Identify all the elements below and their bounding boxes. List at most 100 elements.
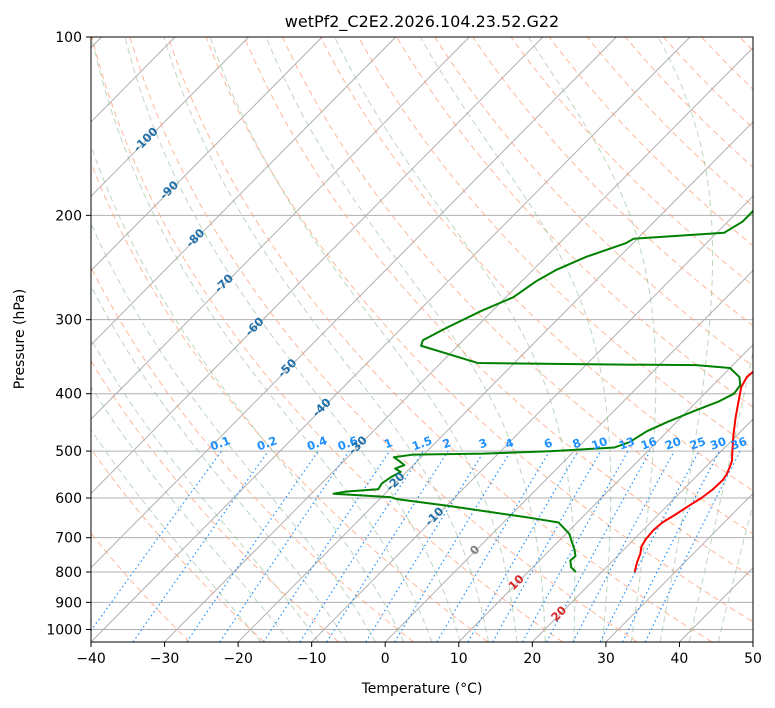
dry-adiabat-label: 10 (506, 572, 527, 593)
dry-adiabat-line (91, 447, 265, 642)
y-tick-label: 200 (55, 208, 82, 224)
dry-adiabat-line (624, 37, 753, 168)
isotherm-line (164, 46, 753, 642)
chart-title: wetPf2_C2E2.2026.104.23.52.G22 (285, 12, 559, 32)
dry-adiabat-line (167, 37, 713, 642)
mixing-ratio-label: 0.6 (336, 433, 360, 453)
mixing-ratio-label: 0.2 (255, 433, 279, 453)
mixing-ratio-label: 10 (589, 434, 609, 453)
moist-adiabat-line (419, 37, 612, 642)
mixing-ratio-label: 0.4 (305, 433, 329, 453)
mixing-ratio-line (132, 450, 269, 642)
moist-adiabat-line (265, 37, 546, 642)
isotherm-line (752, 641, 753, 642)
mixing-ratio-line (91, 450, 223, 632)
mixing-ratio-label: 8 (571, 435, 583, 451)
dry-adiabat-label: -50 (275, 356, 300, 381)
mixing-ratio-label: 1 (382, 435, 394, 451)
moist-adiabat-line (334, 37, 576, 642)
mixing-ratio-line (394, 450, 512, 642)
mixing-ratio-line (546, 450, 651, 642)
moist-adiabat-line (717, 502, 753, 642)
isotherm-line (605, 492, 753, 642)
isotherm-line (384, 269, 753, 642)
mixing-ratio-line (521, 450, 629, 642)
temperature-profile-line (633, 370, 753, 573)
mixing-ratio-line (219, 450, 350, 642)
isotherm-line (91, 37, 470, 420)
isotherm-line (531, 418, 753, 642)
isotherm-line (91, 37, 323, 272)
dry-adiabat-line (548, 37, 753, 247)
dry-adiabat-line (662, 37, 753, 129)
mixing-ratio-label: 2 (441, 435, 453, 451)
dewpoint-profile-line (332, 209, 753, 573)
isotherm-line (91, 37, 397, 346)
plot-frame (90, 36, 754, 643)
y-axis-label: Pressure (hPa) (12, 289, 28, 389)
mixing-ratio-line (365, 450, 485, 642)
mixing-ratio-line (467, 450, 579, 642)
x-axis-label: Temperature (°C) (361, 681, 483, 697)
dry-adiabat-line (129, 37, 638, 642)
dry-adiabat-label: -10 (422, 504, 447, 529)
isotherm-line (91, 37, 249, 197)
x-tick-label: −20 (223, 651, 253, 667)
moist-adiabat-line (91, 222, 376, 642)
x-tick-label: −10 (297, 651, 327, 667)
dry-adiabat-line (91, 532, 191, 642)
mixing-ratio-line (263, 450, 391, 642)
moist-adiabat-line (688, 349, 753, 642)
mixing-ratio-label: 30 (708, 434, 728, 453)
y-tick-label: 700 (55, 531, 82, 547)
x-tick-label: 40 (671, 651, 689, 667)
moist-adiabat-line (91, 385, 291, 642)
x-tick-label: −30 (150, 651, 180, 667)
dry-adiabat-label: -20 (383, 469, 408, 494)
dry-adiabat-line (91, 161, 489, 642)
moist-adiabat-line (91, 144, 405, 642)
dry-adiabat-line (91, 37, 563, 642)
mixing-ratio-line (599, 450, 700, 642)
dry-adiabat-line (739, 37, 753, 52)
dry-adiabat-label: -40 (309, 395, 334, 420)
moist-adiabat-line (91, 284, 348, 642)
mixing-ratio-label: 13 (617, 434, 637, 453)
x-tick-label: 20 (523, 651, 541, 667)
dry-adiabat-label: 0 (467, 542, 483, 558)
mixing-ratio-label: 36 (729, 434, 749, 453)
dry-adiabat-label: -70 (211, 271, 236, 296)
dry-adiabat-line (320, 37, 753, 492)
x-tick-label: 50 (744, 651, 762, 667)
mixing-ratio-line (299, 450, 424, 642)
moist-adiabat-line (163, 37, 489, 642)
dry-adiabat-line (205, 37, 753, 623)
mixing-ratio-line (326, 450, 449, 642)
isotherm-line (679, 566, 753, 642)
mixing-ratio-label: 3 (477, 435, 489, 451)
y-tick-label: 500 (55, 444, 82, 460)
dry-adiabat-line (472, 37, 753, 327)
isotherm-line (91, 37, 544, 495)
y-tick-label: 1000 (46, 622, 82, 638)
x-tick-label: −40 (76, 651, 106, 667)
y-tick-label: 800 (55, 565, 82, 581)
mixing-ratio-line (492, 450, 602, 642)
dry-adiabat-line (396, 37, 753, 408)
mixing-ratio-label: 20 (663, 434, 683, 453)
y-tick-label: 900 (55, 595, 82, 611)
moist-adiabat-line (657, 37, 714, 642)
dry-adiabat-line (510, 37, 753, 287)
mixing-ratio-line (186, 450, 319, 642)
y-tick-label: 400 (55, 387, 82, 403)
moist-adiabat-line (124, 37, 461, 642)
mixing-ratio-label: 1.5 (410, 433, 434, 453)
dry-adiabat-line (91, 266, 414, 642)
mixing-ratio-label: 16 (639, 434, 659, 453)
x-tick-label: 30 (597, 651, 615, 667)
dry-adiabat-label: -80 (183, 226, 208, 251)
dry-adiabat-label: 20 (548, 603, 569, 624)
y-tick-label: 600 (55, 491, 82, 507)
dry-adiabat-label: -100 (130, 124, 160, 154)
dry-adiabat-line (243, 37, 753, 579)
